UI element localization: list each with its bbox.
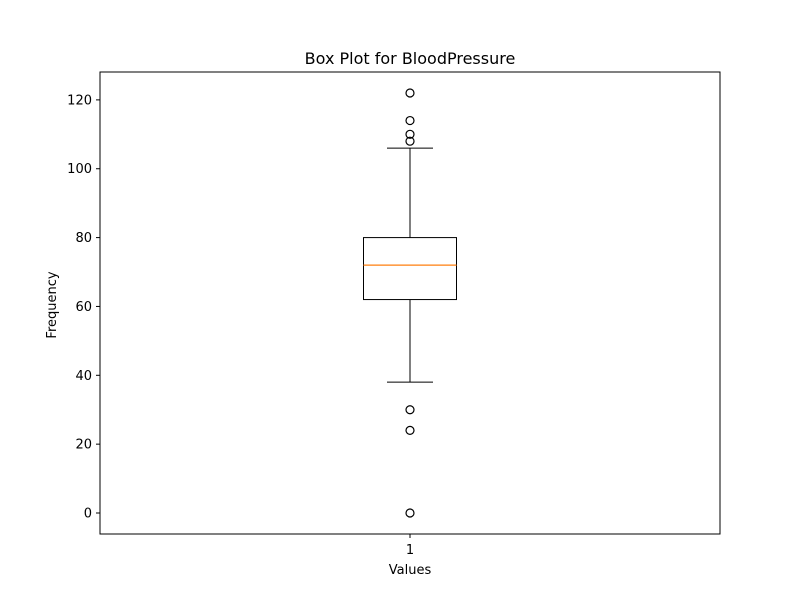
y-tick-label: 60 [75,300,92,315]
y-tick-label: 20 [75,438,92,453]
y-tick-label: 40 [75,369,92,384]
plot-area: 0 20 40 60 80 100 120 1 [67,71,721,558]
outlier-point [405,88,415,98]
y-tick-label: 100 [67,162,92,177]
outlier-point [405,425,415,435]
x-tick-label: 1 [406,543,414,558]
outlier-point [405,508,415,518]
iqr-box [363,237,457,301]
y-tick-label: 80 [75,231,92,246]
outlier-point [405,136,415,146]
x-axis-label: Values [389,563,432,578]
outlier-point [405,129,415,139]
outlier-point [405,405,415,415]
y-tick-label: 0 [84,507,92,522]
outlier-point [405,115,415,126]
chart-title: Box Plot for BloodPressure [305,49,516,68]
y-tick-label: 120 [67,93,92,108]
y-axis-label: Frequency [45,271,60,338]
